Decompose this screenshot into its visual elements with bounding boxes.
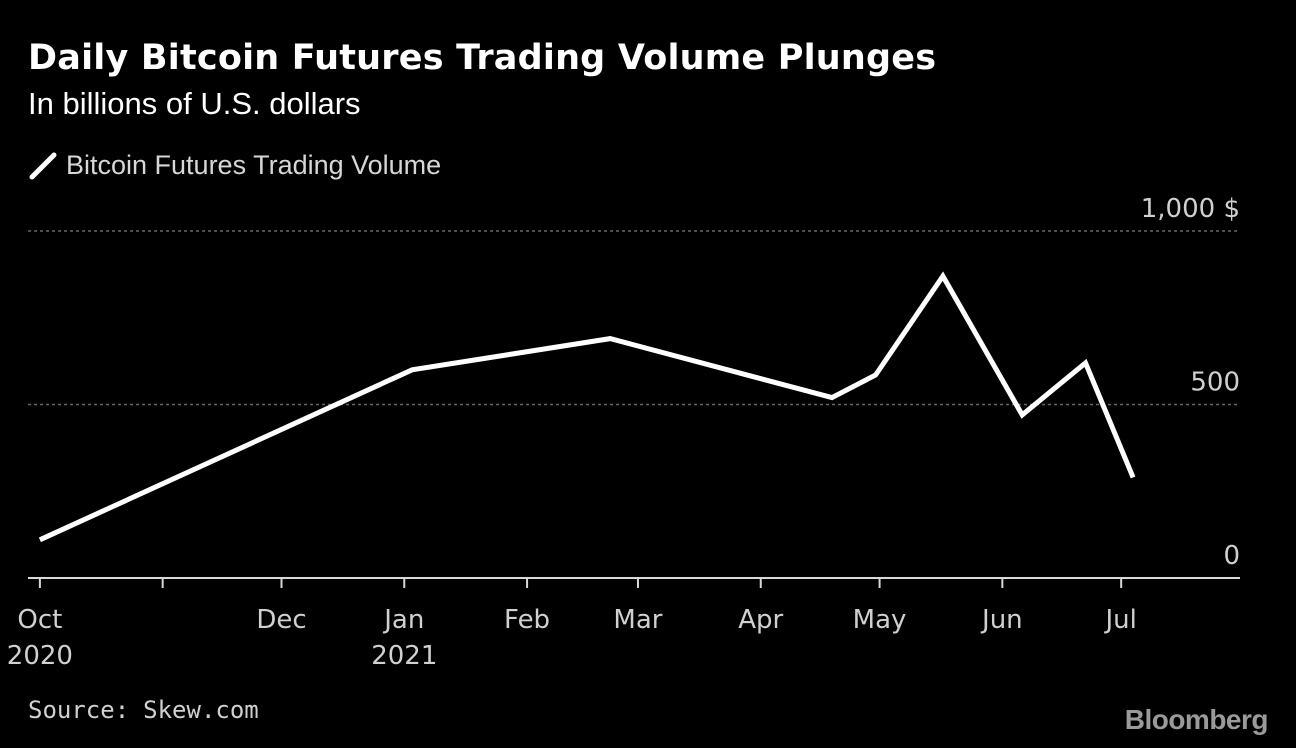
bloomberg-logo: Bloomberg <box>1124 704 1269 735</box>
legend: Bitcoin Futures Trading Volume <box>28 150 441 181</box>
x-tick-year-label: 2020 <box>7 641 73 671</box>
x-tick-year-label: 2021 <box>371 641 437 671</box>
x-tick-label: Oct <box>17 605 62 635</box>
x-tick-label: May <box>853 605 907 635</box>
x-axis: Oct 2020 Dec Jan 2021 Feb Mar Apr May Jun Jul <box>7 577 1240 671</box>
x-tick-label: Dec <box>256 605 306 635</box>
x-tick-label: Jan <box>382 605 424 635</box>
y-axis-labels: 0 500 1,000 $ <box>1141 194 1240 571</box>
chart-subtitle: In billions of U.S. dollars <box>28 86 361 121</box>
x-tick-label: Mar <box>613 605 662 635</box>
gridlines <box>28 230 1240 406</box>
series-layer <box>38 271 1136 543</box>
chart-title: Daily Bitcoin Futures Trading Volume Plu… <box>28 38 937 78</box>
slash-line-icon <box>29 152 57 179</box>
x-tick-label: Jun <box>980 605 1023 635</box>
source-label: Source: <box>28 696 130 724</box>
x-tick-label: Feb <box>504 605 550 635</box>
x-tick-label: Apr <box>738 605 783 635</box>
legend-label: Bitcoin Futures Trading Volume <box>66 150 442 180</box>
series-line-0 <box>38 271 1136 543</box>
source-value: Skew.com <box>143 696 259 724</box>
y-tick-label: 0 <box>1223 541 1240 571</box>
y-tick-label: 500 <box>1190 368 1240 398</box>
y-tick-label: 1,000 $ <box>1141 194 1240 224</box>
x-tick-label: Jul <box>1103 605 1136 635</box>
source-note: Source: Skew.com <box>28 696 259 724</box>
